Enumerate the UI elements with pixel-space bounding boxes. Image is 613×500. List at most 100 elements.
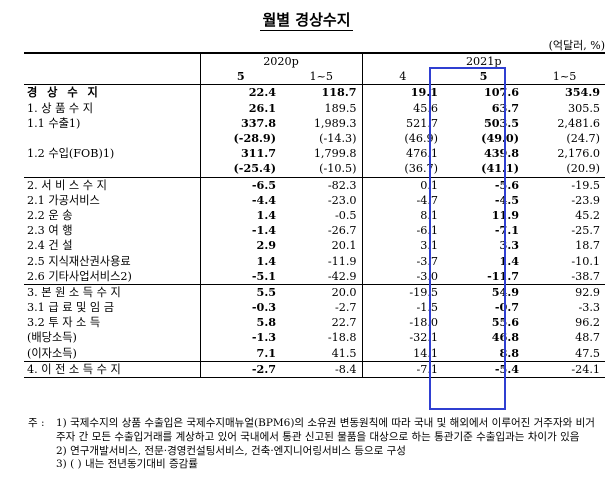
cell-value: -7.1 — [361, 360, 444, 378]
table-row: 3.1 급 료 및 임 금 -0.3 -2.7 -1.5 -0.7 -3.3 — [24, 300, 605, 316]
cell-value: -1.5 — [361, 300, 444, 316]
cell-value: 26.1 — [199, 100, 281, 116]
table-row: 2.2 운 송 1.4 -0.5 8.1 11.9 45.2 — [24, 207, 605, 224]
month-header: 1~5 — [524, 69, 606, 86]
cell-value: -7.1 — [494, 223, 520, 238]
cell-value: 354.9 — [524, 84, 606, 101]
cell-value: -82.3 — [281, 176, 363, 193]
row-label: 2. 서 비 스 수 지 — [24, 176, 200, 193]
footnote-3: 3) ( ) 내는 전년동기대비 증감률 — [56, 458, 198, 471]
cell-value: -4.7 — [361, 192, 444, 208]
cell-value: -5.1 — [199, 268, 281, 285]
cell-value: -10.1 — [571, 254, 601, 268]
row-label: 2.1 가공서비스 — [27, 193, 100, 207]
cell-value: 189.5 — [324, 101, 357, 115]
header-year-row: 2020p 2021p — [24, 51, 606, 70]
cell-value: -3.7 — [361, 253, 444, 269]
footnote-2: 2) 연구개발서비스, 전문·경영컨설팅서비스, 건축·엔지니어링서비스 등으로… — [56, 444, 406, 457]
cell-value: (49.0) — [481, 131, 520, 146]
table-row: 경 상 수 지 22.4 118.7 19.1 107.6 354.9 — [24, 84, 606, 101]
cell-value: -23.9 — [571, 193, 601, 207]
cell-value: -3.0 — [361, 268, 444, 285]
cell-value: -18.0 — [361, 315, 444, 331]
table-row: (-28.9) (-14.3) (46.9) (49.0) (24.7) — [24, 130, 605, 147]
row-label: 4. 이 전 소 득 수 지 — [24, 360, 200, 378]
cell-value: 22.7 — [331, 316, 357, 330]
table-row: 2.4 건 설 2.9 20.1 3.1 3.3 18.7 — [24, 238, 605, 254]
footnote-1: 1) 국제수지의 상품 수출입은 국제수지매뉴얼(BPM6)의 소유권 변동원칙… — [56, 417, 595, 443]
row-label: 3. 본 원 소 득 수 지 — [24, 283, 200, 300]
cell-value: 96.2 — [575, 316, 601, 330]
cell-value: -6.1 — [361, 223, 444, 239]
header-month-row: 5 1~5 4 5 1~5 — [24, 69, 606, 86]
row-label: 3.2 투 자 소 득 — [27, 316, 101, 330]
year-2021-header: 2021p — [361, 51, 606, 70]
cell-value: 45.2 — [575, 208, 601, 222]
cell-value: 1,799.8 — [313, 147, 357, 161]
row-label: 2.4 건 설 — [27, 239, 73, 253]
cell-value: -38.7 — [571, 269, 601, 283]
cell-value: -11.7 — [487, 268, 520, 283]
cell-value: -4.4 — [199, 192, 281, 208]
month-header: 1~5 — [281, 69, 363, 86]
cell-value: -8.4 — [281, 360, 363, 378]
cell-value: -1.3 — [199, 330, 281, 346]
cell-value: -4.5 — [494, 192, 520, 207]
cell-value: 92.9 — [524, 283, 606, 300]
row-label: 3.1 급 료 및 임 금 — [27, 301, 115, 315]
table-row: 2.5 지식재산권사용료 1.4 -11.9 -3.7 1.4 -10.1 — [24, 253, 605, 269]
table-row: 4. 이 전 소 득 수 지 -2.7 -8.4 -7.1 -5.4 -24.1 — [24, 360, 606, 378]
row-label: 2.6 기타사업서비스2) — [27, 269, 132, 283]
cell-value: (-10.5) — [319, 162, 357, 176]
cell-value: 19.1 — [361, 84, 444, 101]
row-label: 경 상 수 지 — [24, 84, 200, 101]
cell-value: 18.7 — [575, 239, 601, 253]
month-header: 5 — [199, 69, 281, 86]
cell-value: -18.8 — [327, 331, 357, 345]
cell-value: 2,481.6 — [557, 116, 601, 130]
cell-value: -2.7 — [199, 360, 281, 378]
cell-value: -1.4 — [199, 223, 281, 239]
row-label: (이자소득) — [27, 346, 77, 360]
cell-value: -23.0 — [327, 193, 357, 207]
cell-value: (-28.9) — [199, 130, 281, 147]
table-row: 1. 상 품 수 지 26.1 189.5 45.6 63.7 305.5 — [24, 100, 605, 116]
cell-value: -3.3 — [578, 301, 601, 315]
cell-value: (24.7) — [566, 132, 601, 146]
highlight-box-2021-may — [429, 67, 506, 410]
table-row: 2.3 여 행 -1.4 -26.7 -6.1 -7.1 -25.7 — [24, 223, 605, 239]
cell-value: -6.5 — [199, 176, 281, 193]
cell-value: 1.4 — [199, 207, 281, 224]
table-row: (이자소득) 7.1 41.5 14.1 8.8 47.5 — [24, 345, 605, 362]
cell-value: 107.6 — [443, 84, 525, 101]
table-row: 2.1 가공서비스 -4.4 -23.0 -4.7 -4.5 -23.9 — [24, 192, 605, 208]
row-label: 1. 상 품 수 지 — [27, 101, 94, 115]
table-row: (배당소득) -1.3 -18.8 -32.1 46.8 48.7 — [24, 330, 605, 346]
row-label — [24, 161, 200, 177]
cell-value: -11.9 — [327, 254, 357, 268]
cell-value: (20.9) — [566, 162, 601, 176]
cell-value: (-14.3) — [319, 132, 357, 146]
table-row: 1.1 수출1) 337.8 1,989.3 521.7 503.5 2,481.6 — [24, 115, 605, 131]
row-label: 2.2 운 송 — [27, 208, 73, 222]
cell-value: -26.7 — [327, 224, 357, 238]
row-label: 1.2 수입(FOB)1) — [27, 147, 115, 161]
cell-value: 22.4 — [199, 84, 281, 101]
cell-value: -42.9 — [327, 269, 357, 283]
cell-value: 47.5 — [575, 346, 601, 360]
current-account-table: 2020p 2021p 5 1~5 4 5 1~5 경 상 수 지 22.4 118… — [24, 51, 606, 378]
cell-value: 7.1 — [199, 345, 281, 362]
page-title: 월별 경상수지 — [260, 11, 353, 31]
table-row: 1.2 수입(FOB)1) 311.7 1,799.8 476.1 439.8 2,176… — [24, 146, 605, 162]
table-row: 3.2 투 자 소 득 5.8 22.7 -18.0 55.6 96.2 — [24, 315, 605, 331]
cell-value: 20.0 — [281, 283, 363, 300]
row-label — [24, 131, 200, 146]
cell-value: 311.7 — [199, 146, 281, 162]
cell-value: 5.5 — [199, 283, 281, 300]
table-row: (-25.4) (-10.5) (36.7) (41.1) (20.9) — [24, 161, 605, 177]
cell-value: 1,989.3 — [313, 116, 357, 130]
row-label: 2.3 여 행 — [27, 224, 73, 238]
table-row: 3. 본 원 소 득 수 지 5.5 20.0 -19.5 54.9 92.9 — [24, 283, 606, 300]
cell-value: -5.6 — [443, 176, 525, 193]
cell-value: -0.7 — [494, 300, 520, 315]
